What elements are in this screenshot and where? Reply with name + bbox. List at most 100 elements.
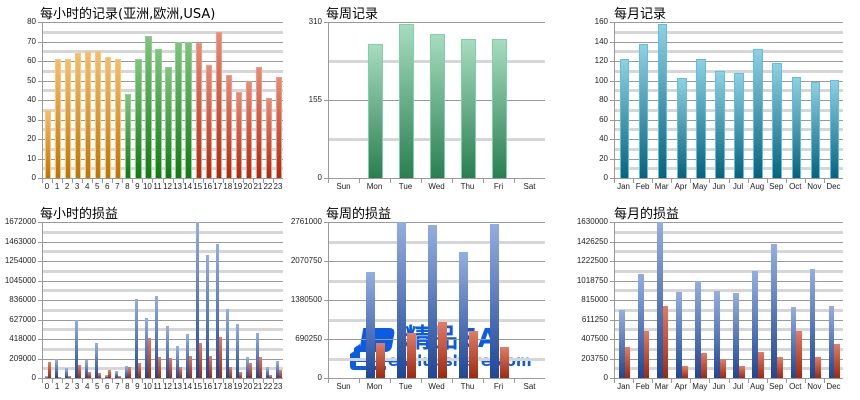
- y-tick: [610, 119, 614, 121]
- gridline: [329, 222, 545, 223]
- bar: [205, 64, 212, 178]
- x-tick-label: 16: [203, 182, 213, 191]
- x-tick: [112, 179, 114, 183]
- x-tick-label: Oct: [789, 182, 802, 191]
- bar: [215, 31, 222, 178]
- y-tick-label: 0: [31, 173, 36, 182]
- x-tick-label: Feb: [635, 382, 650, 391]
- y-tick: [610, 100, 614, 101]
- x-tick-label: May: [692, 382, 708, 391]
- red-bar: [268, 375, 272, 378]
- bar: [245, 80, 252, 178]
- gridline: [615, 119, 843, 121]
- x-tick-label: 14: [183, 382, 193, 391]
- x-tick: [633, 379, 635, 383]
- x-tick-label: Fri: [493, 382, 504, 391]
- y-tick-label: 611250: [581, 314, 608, 324]
- y-tick-label: 1018750: [576, 275, 608, 285]
- red-bar: [278, 369, 282, 378]
- x-tick-label: Tue: [398, 182, 413, 191]
- blue-bar: [790, 307, 797, 378]
- blue-bar: [618, 309, 625, 378]
- blue-bar: [225, 308, 229, 378]
- gridline: [615, 319, 843, 321]
- x-tick: [359, 179, 360, 183]
- x-tick-label: Wed: [428, 182, 445, 191]
- bar: [125, 94, 132, 178]
- x-tick-label: 4: [84, 382, 90, 391]
- y-tick-label: 20: [599, 153, 608, 163]
- x-tick: [633, 179, 635, 183]
- y-tick-label: 0: [603, 373, 608, 382]
- y-tick-label: 0: [317, 373, 322, 382]
- x-tick: [709, 379, 711, 383]
- plot-area: [614, 222, 843, 379]
- x-tick: [192, 379, 194, 383]
- x-tick-label: 9: [135, 182, 140, 191]
- y-tick: [38, 339, 42, 340]
- y-tick: [610, 300, 614, 301]
- bar: [115, 59, 122, 178]
- y-tick-label: 2761000: [290, 217, 322, 226]
- x-tick-label: 19: [233, 182, 243, 191]
- x-tick: [202, 379, 204, 383]
- gridline: [43, 100, 283, 101]
- x-tick-label: 11: [153, 182, 162, 191]
- x-tick: [232, 379, 234, 383]
- x-tick-label: Mon: [366, 382, 383, 391]
- x-tick-label: 5: [94, 382, 100, 391]
- x-tick: [652, 379, 654, 383]
- y-tick-label: 209000: [9, 353, 36, 363]
- x-tick: [192, 179, 194, 183]
- x-tick-label: 13: [173, 182, 182, 191]
- blue-bar: [490, 224, 500, 378]
- x-tick-label: Wed: [428, 382, 445, 391]
- blue-bar: [695, 280, 701, 378]
- gridline: [615, 328, 843, 332]
- x-tick-label: Sun: [336, 182, 351, 191]
- x-tick-label: 6: [105, 182, 110, 191]
- x-tick: [52, 179, 54, 183]
- y-tick-label: 1672000: [4, 217, 36, 226]
- blue-bar: [255, 332, 259, 378]
- x-tick-label: Mar: [654, 382, 669, 391]
- gridline: [615, 308, 843, 312]
- gridline: [615, 241, 843, 243]
- y-tick: [610, 319, 614, 321]
- x-tick: [421, 179, 422, 183]
- blue-bar: [135, 299, 139, 378]
- gridline: [43, 128, 283, 132]
- red-bar: [375, 342, 385, 378]
- x-tick-label: 20: [243, 382, 253, 391]
- x-tick-label: 15: [193, 382, 203, 391]
- x-tick: [709, 179, 711, 183]
- red-bar: [218, 337, 222, 378]
- x-tick-label: 15: [193, 182, 203, 191]
- blue-bar: [145, 318, 149, 378]
- y-tick-label: 120: [594, 56, 608, 65]
- bar: [185, 41, 192, 178]
- x-tick-label: 17: [213, 182, 223, 191]
- x-tick: [172, 179, 174, 183]
- gridline: [43, 280, 283, 282]
- bar: [255, 66, 262, 178]
- blue-bar: [195, 222, 199, 378]
- y-tick: [38, 319, 42, 321]
- x-tick: [122, 179, 124, 183]
- y-tick: [38, 358, 42, 360]
- y-tick: [610, 80, 614, 82]
- x-tick-label: 4: [84, 182, 90, 191]
- blue-bar: [55, 358, 59, 378]
- bar: [398, 24, 415, 178]
- x-tick-label: Aug: [750, 382, 765, 391]
- plot-area: [614, 22, 843, 179]
- x-tick-label: Jun: [712, 382, 726, 391]
- y-tick: [610, 41, 614, 43]
- red-bar: [437, 321, 447, 378]
- y-tick: [610, 222, 614, 223]
- blue-bar: [175, 346, 179, 378]
- x-tick-label: Feb: [635, 182, 650, 191]
- gridline: [615, 167, 843, 171]
- red-bar: [148, 337, 152, 378]
- gridline: [43, 50, 283, 54]
